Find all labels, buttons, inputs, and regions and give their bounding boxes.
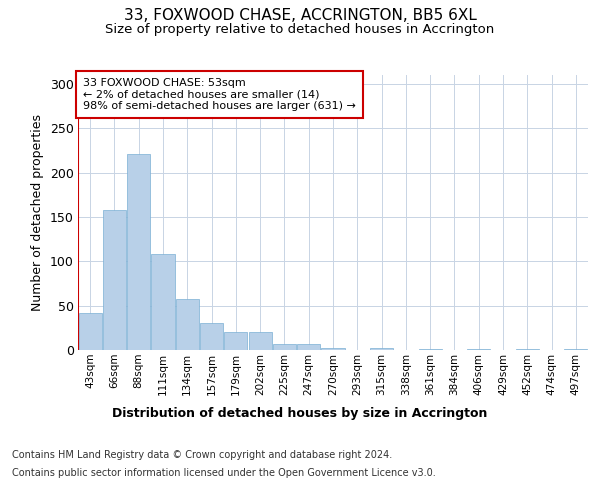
Text: Distribution of detached houses by size in Accrington: Distribution of detached houses by size … xyxy=(112,408,488,420)
Bar xyxy=(200,324,223,350)
Bar xyxy=(370,348,393,350)
Bar xyxy=(297,344,320,350)
Text: Contains public sector information licensed under the Open Government Licence v3: Contains public sector information licen… xyxy=(12,468,436,477)
Bar xyxy=(322,348,344,350)
Bar xyxy=(103,210,126,350)
Bar xyxy=(248,332,272,350)
Bar xyxy=(127,154,150,350)
Text: Contains HM Land Registry data © Crown copyright and database right 2024.: Contains HM Land Registry data © Crown c… xyxy=(12,450,392,460)
Bar xyxy=(176,300,199,350)
Bar xyxy=(273,344,296,350)
Bar xyxy=(224,332,247,350)
Y-axis label: Number of detached properties: Number of detached properties xyxy=(31,114,44,311)
Text: 33 FOXWOOD CHASE: 53sqm
← 2% of detached houses are smaller (14)
98% of semi-det: 33 FOXWOOD CHASE: 53sqm ← 2% of detached… xyxy=(83,78,356,111)
Bar xyxy=(79,312,101,350)
Bar xyxy=(467,349,490,350)
Bar xyxy=(419,349,442,350)
Text: Size of property relative to detached houses in Accrington: Size of property relative to detached ho… xyxy=(106,22,494,36)
Text: 33, FOXWOOD CHASE, ACCRINGTON, BB5 6XL: 33, FOXWOOD CHASE, ACCRINGTON, BB5 6XL xyxy=(124,8,476,22)
Bar xyxy=(516,349,539,350)
Bar xyxy=(151,254,175,350)
Bar xyxy=(565,349,587,350)
